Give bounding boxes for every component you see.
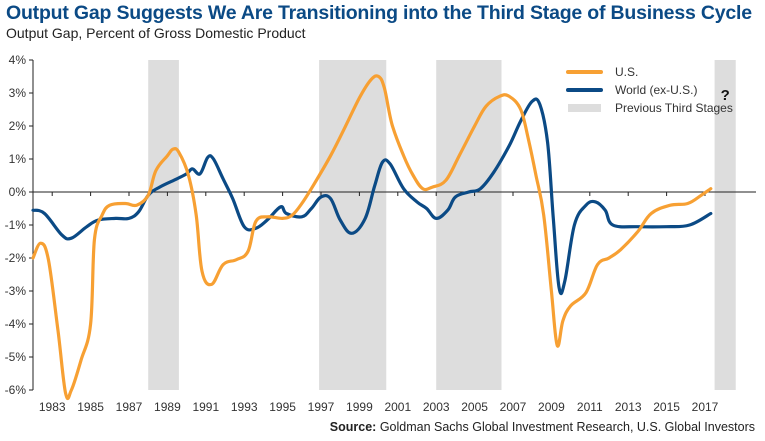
x-tick-label: 1989 — [154, 400, 181, 414]
series-line-world — [31, 97, 713, 296]
y-tick-label: -2% — [5, 251, 27, 265]
y-tick-label: 2% — [9, 119, 27, 133]
x-tick-label: 1985 — [77, 400, 104, 414]
x-tick-label: 2009 — [538, 400, 565, 414]
x-tick-label: 2005 — [461, 400, 488, 414]
x-tick-label: 1993 — [231, 400, 258, 414]
x-tick-label: 1997 — [308, 400, 335, 414]
x-tick-label: 1991 — [192, 400, 219, 414]
axes: 4% 3% 2% 1% 0% -1% -2% -3% -4% -5% -6% 1983 1985 1987… — [5, 53, 756, 414]
shaded-periods — [148, 60, 736, 390]
x-tick-label: 2017 — [692, 400, 719, 414]
y-tick-label: 1% — [9, 152, 27, 166]
chart-title: Output Gap Suggests We Are Transitioning… — [6, 2, 752, 24]
x-tick-label: 1983 — [39, 400, 66, 414]
x-tick-label: 2007 — [500, 400, 527, 414]
x-tick-label: 1987 — [116, 400, 143, 414]
legend: U.S. World (ex-U.S.) Previous Third Stages — [566, 65, 733, 115]
legend-label: U.S. — [615, 65, 638, 79]
chart-subtitle: Output Gap, Percent of Gross Domestic Pr… — [6, 25, 306, 41]
x-tick-label: 1995 — [269, 400, 296, 414]
shaded-period-3 — [436, 60, 502, 390]
x-tick-label: 2015 — [653, 400, 680, 414]
series-line-us — [31, 74, 713, 401]
source-text: Goldman Sachs Global Investment Research… — [379, 420, 755, 434]
annotations: ? — [721, 87, 730, 104]
y-tick-label: -5% — [5, 350, 27, 364]
legend-swatch-shade — [568, 104, 601, 112]
x-tick-label: 1999 — [346, 400, 373, 414]
legend-label: Previous Third Stages — [615, 101, 733, 115]
y-tick-label: -3% — [5, 284, 27, 298]
shaded-period-4 — [714, 60, 736, 390]
y-tick-label: 3% — [9, 86, 27, 100]
source-label: Source: — [329, 420, 377, 434]
x-tick-label: 2001 — [384, 400, 411, 414]
y-tick-label: 0% — [9, 185, 27, 199]
x-tick-label: 2013 — [615, 400, 642, 414]
series-lines — [31, 74, 713, 401]
question-mark-annotation: ? — [721, 87, 730, 104]
y-tick-label: -6% — [5, 383, 27, 397]
source-note: Source: Goldman Sachs Global Investment … — [330, 420, 755, 434]
y-tick-label: 4% — [9, 53, 27, 67]
x-tick-label: 2003 — [423, 400, 450, 414]
legend-label: World (ex-U.S.) — [615, 83, 697, 97]
x-tick-label: 2011 — [577, 400, 603, 414]
y-tick-label: -4% — [5, 317, 27, 331]
shaded-period-1 — [148, 60, 179, 390]
y-tick-label: -1% — [5, 218, 27, 232]
